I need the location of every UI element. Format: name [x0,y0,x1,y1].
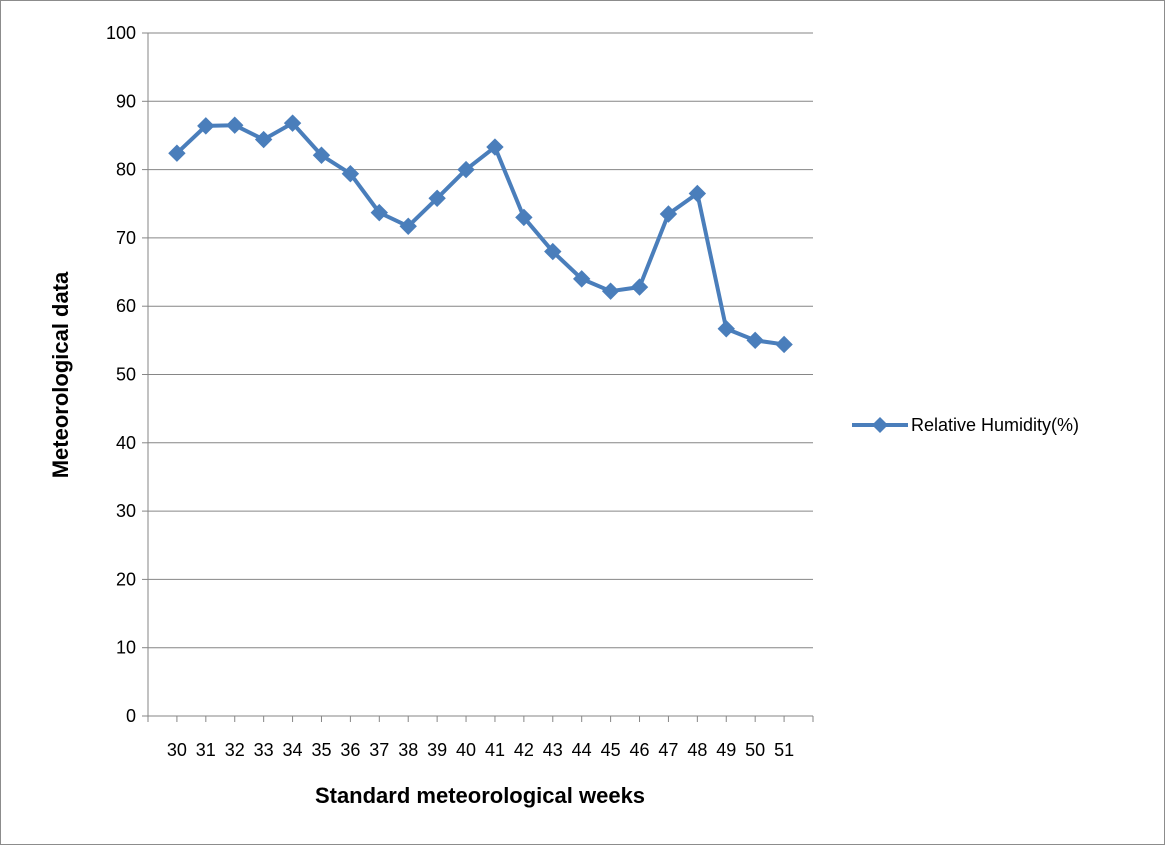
legend-label-relative-humidity: Relative Humidity(%) [911,415,1079,435]
y-tick-label-10: 10 [116,638,136,658]
data-point-week-48 [688,184,707,203]
data-point-week-45 [601,282,620,300]
x-tick-labels: 30 31 32 33 34 35 36 37 38 39 40 41 42 43 44 45 46 47 48 49… [167,740,794,760]
y-tick-label-50: 50 [116,365,136,385]
series-layer [168,114,793,354]
data-point-week-37 [370,203,389,222]
data-point-week-43 [544,242,562,261]
data-point-week-38 [399,217,417,235]
y-tick-label-100: 100 [106,23,136,43]
x-axis-title: Standard meteorological weeks [315,783,645,808]
y-tick-label-60: 60 [116,296,136,316]
x-tick-label-43: 43 [543,740,563,760]
data-point-week-41 [486,138,504,156]
data-point-week-44 [572,270,591,288]
x-tick-label-33: 33 [254,740,274,760]
x-tick-label-35: 35 [311,740,331,760]
x-tick-label-31: 31 [196,740,216,760]
x-tick-label-38: 38 [398,740,418,760]
x-tick-label-49: 49 [716,740,736,760]
y-tick-label-40: 40 [116,433,136,453]
data-point-week-40 [457,160,475,179]
x-tick-label-51: 51 [774,740,794,760]
gridlines [148,32,813,649]
axes [142,32,814,722]
y-tick-labels: 0 10 20 30 40 50 60 70 80 90 100 [106,23,136,726]
x-tick-label-34: 34 [283,740,303,760]
x-tick-label-32: 32 [225,740,245,760]
y-tick-label-70: 70 [116,228,136,248]
x-tick-label-44: 44 [572,740,592,760]
x-tick-label-39: 39 [427,740,447,760]
data-point-week-34 [283,114,302,132]
data-point-week-51 [775,335,793,354]
data-point-week-36 [341,164,360,183]
x-tick-label-45: 45 [601,740,621,760]
data-point-week-49 [717,320,735,338]
data-point-week-46 [630,278,649,296]
y-tick-label-90: 90 [116,91,136,111]
x-tick-label-47: 47 [658,740,678,760]
y-axis-title: Meteorological data [48,271,73,478]
data-point-week-31 [197,117,215,135]
x-tick-label-30: 30 [167,740,187,760]
x-tick-label-50: 50 [745,740,765,760]
data-point-week-35 [312,146,331,164]
data-point-week-30 [168,144,186,162]
data-point-week-32 [226,116,244,134]
data-point-week-39 [428,189,446,207]
x-tick-label-41: 41 [485,740,505,760]
x-tick-label-42: 42 [514,740,534,760]
data-point-week-33 [254,130,273,149]
y-tick-label-30: 30 [116,501,136,521]
y-tick-label-80: 80 [116,160,136,180]
x-tick-label-48: 48 [687,740,707,760]
legend-marker-diamond [872,417,888,433]
x-tick-label-46: 46 [630,740,650,760]
data-point-week-42 [515,208,533,227]
y-tick-label-0: 0 [126,706,136,726]
y-tick-label-20: 20 [116,569,136,589]
legend: Relative Humidity(%) [852,415,1079,435]
series-line-relative-humidity [175,121,785,347]
data-point-week-47 [659,205,678,223]
x-tick-label-37: 37 [369,740,389,760]
data-point-week-50 [746,331,764,350]
x-tick-label-40: 40 [456,740,476,760]
x-tick-label-36: 36 [340,740,360,760]
